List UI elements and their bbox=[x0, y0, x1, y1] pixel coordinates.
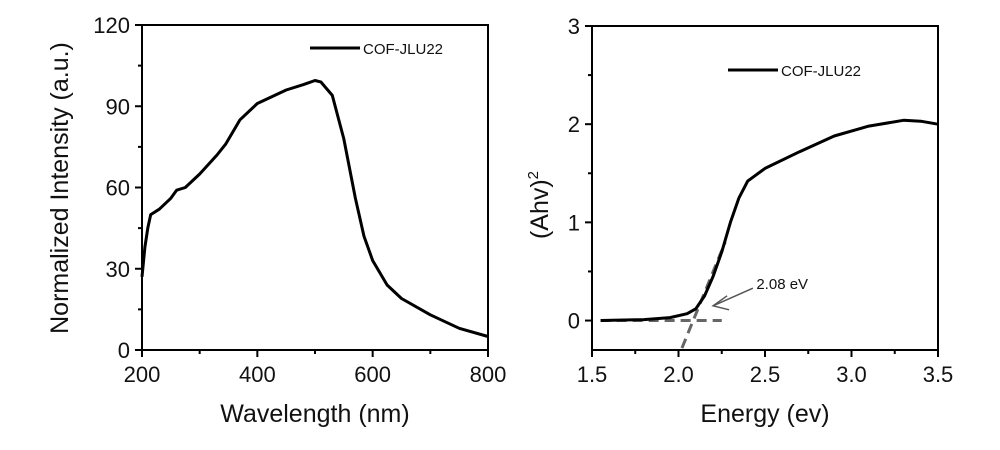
x-tick-label: 3.0 bbox=[836, 362, 867, 387]
x-tick-label: 200 bbox=[124, 362, 161, 387]
plot-frame bbox=[141, 24, 489, 351]
y-tick-label: 30 bbox=[106, 257, 130, 282]
x-tick-label: 2.0 bbox=[663, 362, 694, 387]
y-tick-label: 1 bbox=[568, 210, 580, 235]
x-tick-label: 800 bbox=[470, 362, 507, 387]
series-line bbox=[600, 118, 939, 322]
plot-frame bbox=[591, 25, 939, 351]
tauc-plot-chart: 1.5 2.0 2.5 3.0 3.5 0 1 2 3 Energy (ev) (Ahv)2 COF-… bbox=[525, 14, 953, 428]
y-tick-label: 3 bbox=[568, 14, 580, 39]
x-tick-label: 400 bbox=[239, 362, 276, 387]
legend-label: COF-JLU22 bbox=[363, 41, 443, 58]
y-axis-label-superscript: 2 bbox=[525, 171, 542, 179]
y-tick-label: 0 bbox=[568, 309, 580, 334]
annotation-label: 2.08 eV bbox=[756, 276, 808, 293]
x-tick-label: 600 bbox=[354, 362, 391, 387]
uv-vis-chart: 200 400 600 800 0 30 60 90 120 Wavelength (nm) Nor… bbox=[46, 13, 506, 428]
annotation-arrow bbox=[712, 287, 754, 307]
y-axis-label: Normalized Intensity (a.u.) bbox=[46, 42, 74, 334]
y-tick-label: 60 bbox=[106, 176, 130, 201]
series-line bbox=[140, 79, 489, 338]
y-axis-label: (Ahv)2 bbox=[525, 171, 554, 239]
x-axis-label: Wavelength (nm) bbox=[220, 400, 409, 428]
legend-label: COF-JLU22 bbox=[781, 63, 861, 80]
x-tick-label: 1.5 bbox=[577, 362, 608, 387]
y-tick-label: 120 bbox=[93, 13, 130, 38]
y-tick-label: 0 bbox=[118, 338, 130, 363]
y-tick-label: 90 bbox=[106, 94, 130, 119]
y-tick-label: 2 bbox=[568, 112, 580, 137]
x-tick-label: 2.5 bbox=[750, 362, 781, 387]
x-axis-label: Energy (ev) bbox=[700, 400, 829, 428]
x-tick-label: 3.5 bbox=[923, 362, 954, 387]
arrow-head-icon bbox=[711, 295, 730, 311]
